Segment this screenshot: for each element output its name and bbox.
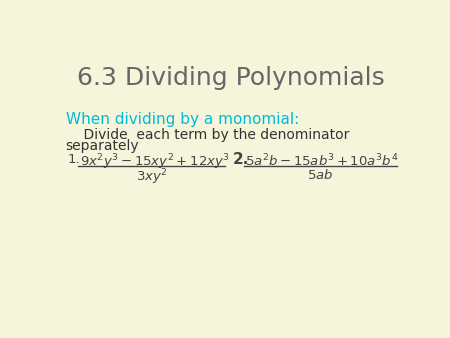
Text: $9x^2y^3-15xy^2+12xy^3$: $9x^2y^3-15xy^2+12xy^3$ <box>80 152 230 172</box>
Text: 2.: 2. <box>233 152 249 167</box>
Text: separately: separately <box>66 139 139 153</box>
Text: $5a^2b-15ab^3+10a^3b^4$: $5a^2b-15ab^3+10a^3b^4$ <box>245 152 399 169</box>
Text: $3xy^2$: $3xy^2$ <box>136 168 167 187</box>
Text: Divide  each term by the denominator: Divide each term by the denominator <box>66 128 349 142</box>
Text: 1.: 1. <box>67 153 80 166</box>
Text: When dividing by a monomial:: When dividing by a monomial: <box>66 112 299 127</box>
Text: $5ab$: $5ab$ <box>307 168 334 182</box>
Text: 6.3 Dividing Polynomials: 6.3 Dividing Polynomials <box>77 66 384 90</box>
